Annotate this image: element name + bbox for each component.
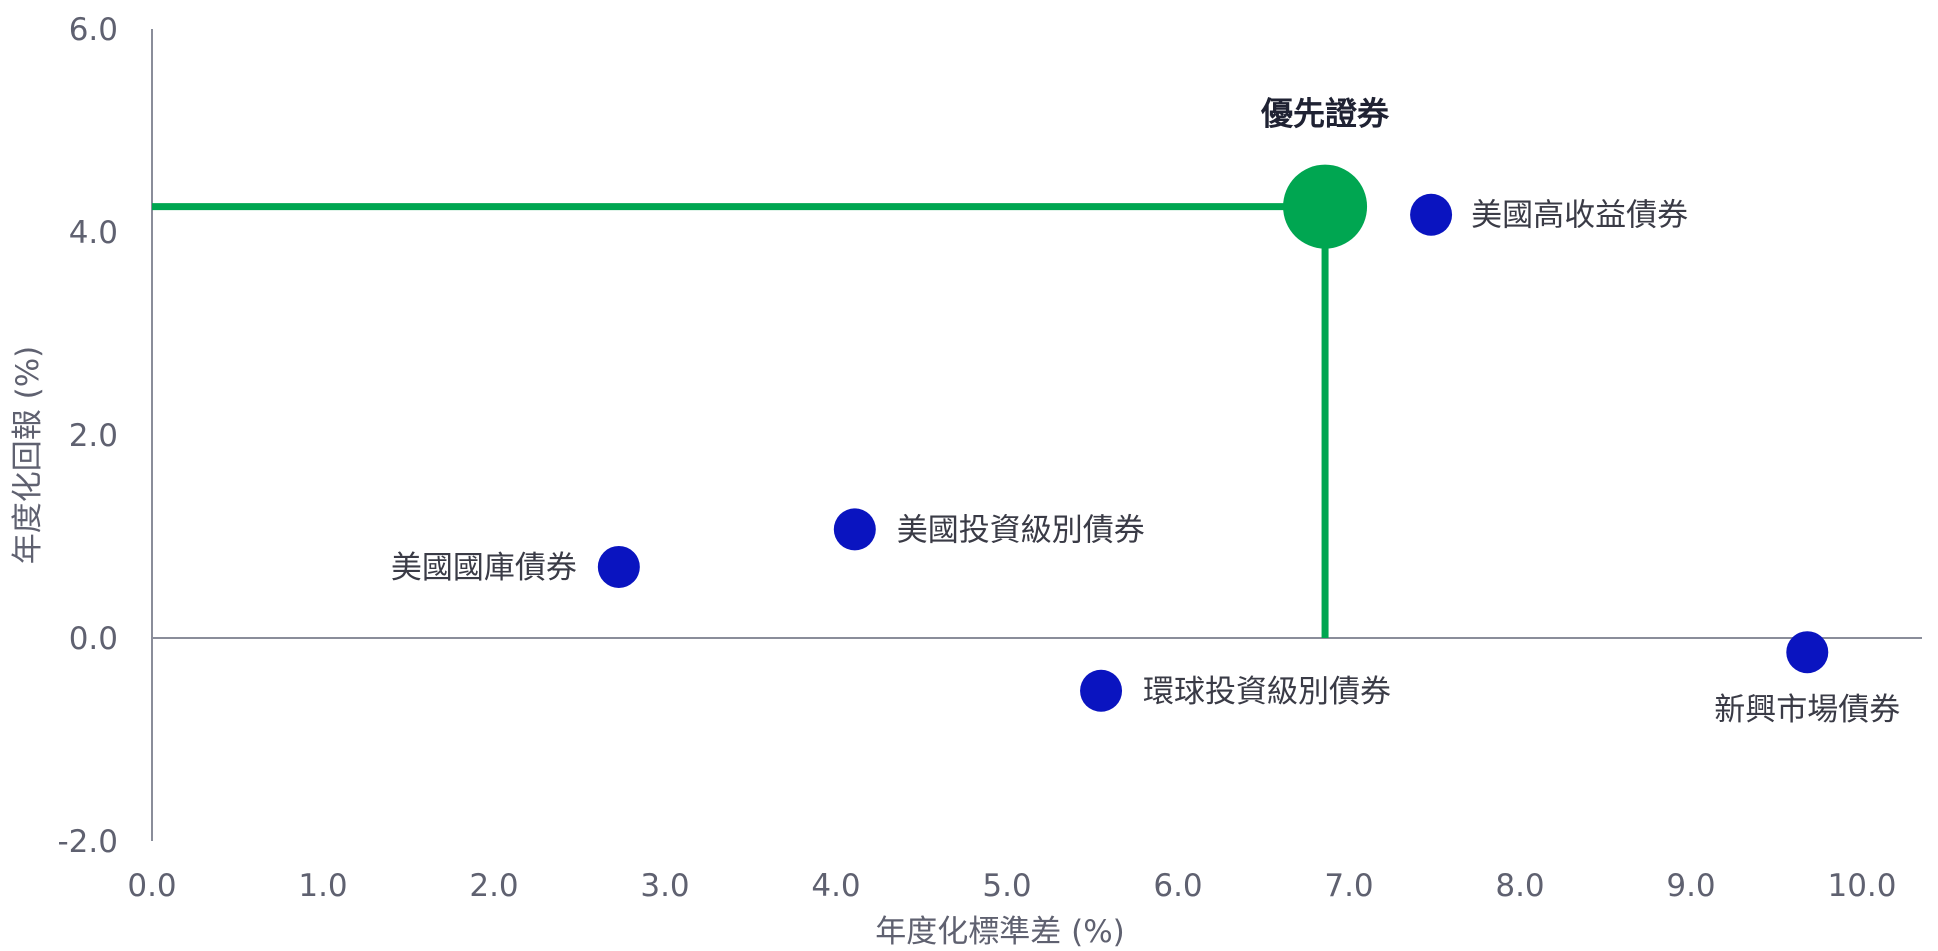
data-point-label: 美國投資級別債券 xyxy=(897,512,1145,548)
data-point-label: 美國國庫債券 xyxy=(391,550,577,586)
data-point xyxy=(1080,669,1123,712)
data-point xyxy=(833,508,876,551)
data-point-label: 新興市場債券 xyxy=(1714,692,1900,728)
x-tick-label: 10.0 xyxy=(1827,868,1896,904)
y-tick-label: 4.0 xyxy=(69,215,118,251)
highlight-label: 優先證券 xyxy=(1260,95,1390,133)
x-tick-label: 1.0 xyxy=(298,868,347,904)
y-tick-label: -2.0 xyxy=(58,824,119,860)
y-tick-label: 0.0 xyxy=(69,621,118,657)
x-tick-label: 7.0 xyxy=(1324,868,1373,904)
data-point xyxy=(1410,193,1453,236)
x-tick-labels: 0.0 1.0 2.0 3.0 4.0 5.0 6.0 7.0 8.0 9.0 10.0 xyxy=(127,868,1896,904)
data-point-label: 環球投資級別債券 xyxy=(1143,674,1391,710)
x-tick-label: 2.0 xyxy=(469,868,518,904)
x-tick-label: 4.0 xyxy=(811,868,860,904)
data-point-label: 美國高收益債券 xyxy=(1471,198,1688,234)
x-tick-label: 6.0 xyxy=(1153,868,1202,904)
highlight-point xyxy=(1283,164,1368,249)
x-tick-label: 3.0 xyxy=(640,868,689,904)
y-tick-label: 6.0 xyxy=(69,12,118,48)
x-tick-label: 0.0 xyxy=(127,868,176,904)
x-tick-label: 5.0 xyxy=(982,868,1031,904)
y-axis-label: 年度化回報 (%) xyxy=(10,346,46,565)
data-point xyxy=(1786,631,1829,674)
highlight-series: 優先證券 xyxy=(152,95,1390,638)
data-point xyxy=(597,545,640,588)
x-tick-label: 8.0 xyxy=(1495,868,1544,904)
x-axis-label: 年度化標準差 (%) xyxy=(875,914,1125,950)
y-tick-labels: -2.0 0.0 2.0 4.0 6.0 xyxy=(58,12,119,860)
y-tick-label: 2.0 xyxy=(69,418,118,454)
x-tick-label: 9.0 xyxy=(1666,868,1715,904)
y-axis-title: 年度化回報 (%) xyxy=(10,346,46,565)
